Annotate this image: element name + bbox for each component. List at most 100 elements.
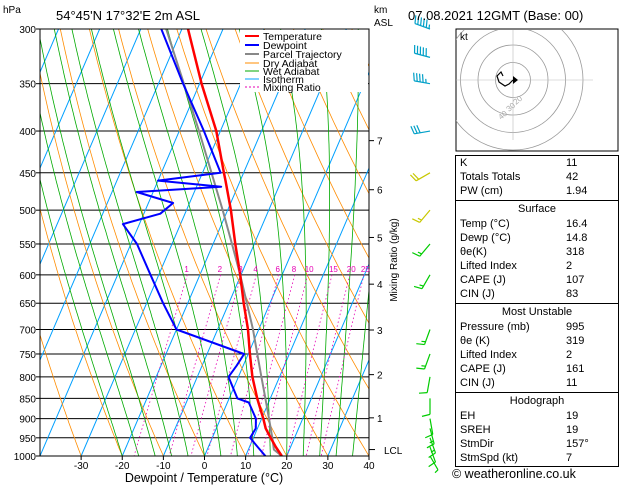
- mixing-ratio-label: 6: [276, 265, 281, 274]
- station-location: 54°45'N 17°32'E 2m ASL: [56, 8, 200, 23]
- dry-adiabat-line: [118, 29, 288, 456]
- mixing-ratio-label: 15: [329, 265, 338, 274]
- mu-row: θe (K) 319: [460, 335, 585, 347]
- y-axis-title-right: Mixing Ratio (g/kg): [389, 218, 400, 301]
- wind-barb-flag: [409, 174, 417, 182]
- wind-barb-half-flag: [419, 284, 424, 287]
- index-row-pw: PW (cm) 1.94: [456, 184, 618, 198]
- surface-row: CAPE (J) 107: [460, 274, 585, 286]
- km-tick-label: 4: [377, 280, 383, 291]
- wind-barb-staff: [426, 376, 431, 393]
- km-tick-label: 6: [377, 186, 383, 197]
- profiles: [121, 29, 283, 456]
- wind-barb-flag: [413, 72, 415, 81]
- pressure-tick-label: 450: [19, 169, 36, 180]
- index-value: 1.94: [566, 185, 588, 197]
- mu-row: Pressure (mb) 995: [460, 321, 585, 333]
- hodo-row: StmDir 157°: [460, 438, 589, 450]
- wind-barb-flag: [417, 16, 420, 25]
- mixing-ratio-line: [261, 274, 309, 456]
- index-row-totals: Totals Totals 42: [456, 170, 618, 184]
- wind-barb-flag: [413, 125, 418, 134]
- surface-row: Lifted Index 2: [460, 260, 573, 272]
- dry-adiabat-line: [176, 29, 369, 456]
- km-tick-label: 2: [377, 371, 383, 382]
- pressure-unit: hPa: [3, 5, 21, 16]
- pressure-tick-label: 350: [19, 80, 36, 91]
- wind-barb-flag: [416, 343, 425, 346]
- wind-barb-half-flag: [417, 251, 422, 255]
- isotherm-line: [327, 358, 369, 456]
- wind-barb-half-flag: [417, 217, 422, 221]
- dry-adiabat-line: [40, 333, 82, 456]
- wet-adiabat-line: [40, 36, 156, 456]
- pressure-tick-label: 300: [19, 25, 36, 36]
- wind-barb-flag: [412, 218, 420, 223]
- dry-adiabat-line: [205, 29, 369, 390]
- wind-barb-flag: [420, 17, 423, 26]
- wet-adiabat-line: [113, 29, 222, 456]
- wind-barb-flag: [422, 18, 425, 27]
- temperature-tick-label: 30: [322, 461, 334, 472]
- legend-label-mixing-ratio: Mixing Ratio: [263, 82, 321, 94]
- wet-adiabat-line: [40, 111, 140, 456]
- index-label: K: [460, 157, 468, 169]
- pressure-tick-label: 550: [19, 240, 36, 251]
- mixing-ratio-line: [305, 274, 351, 456]
- wind-barb-flag: [418, 73, 421, 82]
- dry-adiabat-line: [40, 207, 123, 456]
- wind-barb-flag: [412, 252, 420, 257]
- mu-row: CIN (J) 11: [460, 377, 578, 389]
- mixing-ratio-label: 20: [347, 265, 356, 274]
- temperature-tick-label: 10: [240, 461, 252, 472]
- index-row-k: K 11: [456, 156, 618, 170]
- wind-barb-flag: [421, 74, 424, 83]
- mixing-ratio-line: [286, 274, 333, 456]
- km-unit-line1: km: [374, 5, 387, 16]
- surface-row: Dewp (°C) 14.8: [460, 232, 588, 244]
- km-tick-label: 5: [377, 233, 383, 244]
- index-label: Totals Totals: [460, 171, 521, 183]
- mixing-ratio-label: 10: [305, 265, 314, 274]
- isotherm-line: [286, 262, 369, 456]
- pressure-tick-label: 850: [19, 394, 36, 405]
- isotherm-line: [40, 29, 101, 170]
- temperature-tick-label: -10: [156, 461, 171, 472]
- surface-row: Temp (°C) 16.4: [460, 218, 588, 230]
- storm-motion-marker: [513, 76, 518, 84]
- km-tick-label: 1: [377, 414, 383, 425]
- wet-adiabat-line: [71, 29, 189, 456]
- isotherm-line: [80, 29, 265, 456]
- temperature-tick-label: -20: [115, 461, 130, 472]
- copyright-footer: © weatheronline.co.uk: [452, 467, 576, 481]
- wet-adiabat-line: [91, 29, 205, 456]
- isotherm-line: [162, 29, 347, 456]
- wet-adiabat-line: [167, 29, 255, 456]
- wind-barb-flag: [418, 392, 428, 394]
- pressure-tick-label: 650: [19, 299, 36, 310]
- legend-label-dry-adiabat: Dry Adiabat: [263, 58, 317, 70]
- km-tick-label: 7: [377, 137, 383, 148]
- wind-barb-flag: [414, 15, 417, 24]
- hodograph-frame: [455, 28, 619, 152]
- hodo-row: EH 19: [460, 410, 579, 422]
- wet-adiabat-line: [319, 29, 331, 456]
- pressure-tick-label: 900: [19, 415, 36, 426]
- pressure-tick-label: 600: [19, 271, 36, 282]
- wet-adiabat-line: [40, 177, 123, 456]
- dry-adiabat-line: [263, 29, 369, 259]
- pressure-tick-label: 800: [19, 373, 36, 384]
- indices-panel: K 11 Totals Totals 42 PW (cm) 1.94 Surface …: [455, 155, 619, 467]
- km-unit-line2: ASL: [374, 18, 393, 29]
- hodograph-unit: kt: [460, 32, 468, 43]
- index-label: PW (cm): [460, 185, 503, 197]
- wind-barb-flag: [425, 19, 428, 28]
- temperature-line: [186, 29, 283, 456]
- temperature-tick-label: 20: [281, 461, 293, 472]
- wet-adiabat-line: [238, 29, 288, 456]
- legend-label-wet-adiabat: Wet Adiabat: [263, 66, 320, 78]
- isotherm-line: [40, 29, 224, 456]
- isotherm-line: [0, 29, 17, 456]
- lcl-label: LCL: [384, 446, 403, 457]
